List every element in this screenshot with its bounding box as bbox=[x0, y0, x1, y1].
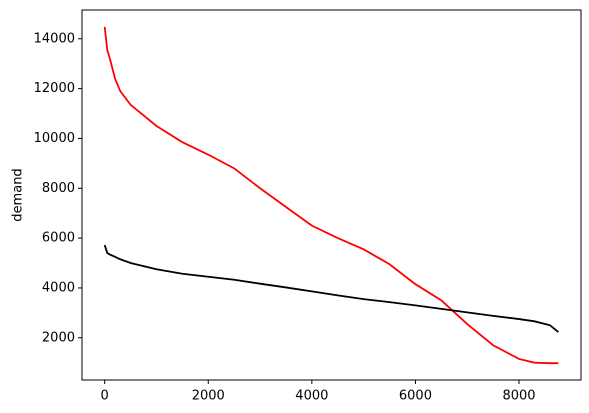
x-tick-label: 4000 bbox=[295, 389, 328, 404]
plot-frame bbox=[81, 9, 582, 381]
y-tick-label: 10000 bbox=[34, 131, 75, 146]
x-tick-label: 0 bbox=[101, 389, 109, 404]
x-tick-label: 2000 bbox=[192, 389, 225, 404]
y-tick-label: 14000 bbox=[34, 31, 75, 46]
y-tick-label: 2000 bbox=[42, 330, 75, 345]
y-tick-label: 8000 bbox=[42, 181, 75, 196]
y-tick-label: 4000 bbox=[42, 280, 75, 295]
x-tick-label: 8000 bbox=[502, 389, 535, 404]
x-tick-label: 6000 bbox=[399, 389, 432, 404]
line-series bbox=[103, 26, 559, 365]
y-tick-label: 12000 bbox=[34, 81, 75, 96]
y-tick-label: 6000 bbox=[42, 231, 75, 246]
y-axis-label: demand bbox=[11, 168, 26, 221]
line-series bbox=[103, 244, 559, 333]
